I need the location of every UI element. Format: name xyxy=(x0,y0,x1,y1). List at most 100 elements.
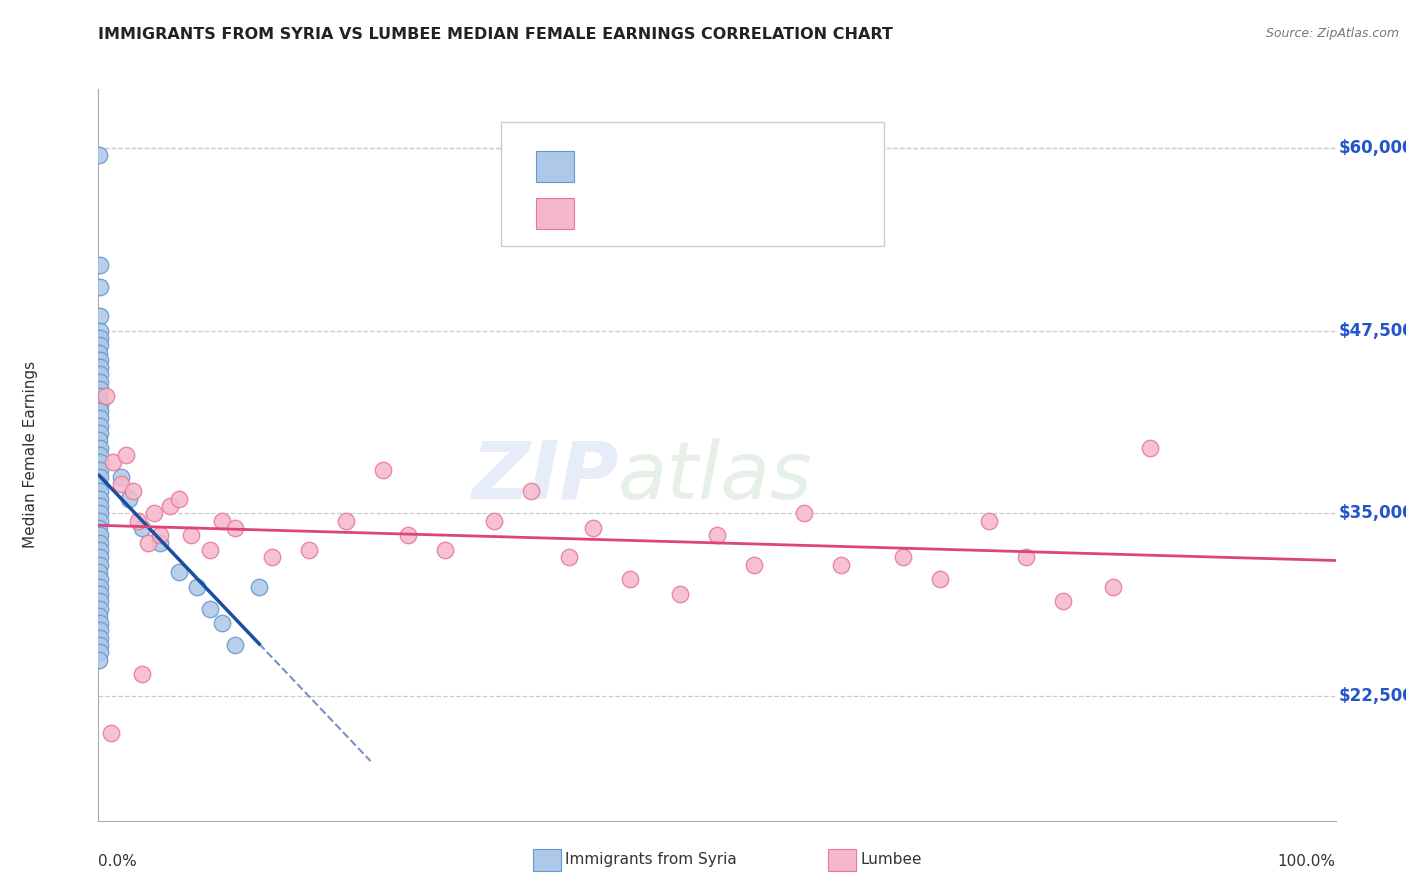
Point xyxy=(520,484,543,499)
Point xyxy=(89,608,111,623)
Text: R =   0.022   N = 40: R = 0.022 N = 40 xyxy=(591,204,773,222)
Point xyxy=(211,616,233,631)
Text: ZIP: ZIP xyxy=(471,438,619,516)
Point xyxy=(298,543,321,558)
Point xyxy=(89,580,111,594)
Point xyxy=(89,279,111,293)
Point xyxy=(89,389,111,403)
Point xyxy=(89,360,111,375)
Point xyxy=(247,580,270,594)
Point xyxy=(100,726,122,740)
Point xyxy=(89,535,111,549)
Point xyxy=(793,507,815,521)
Point xyxy=(89,594,111,608)
Point xyxy=(557,550,579,565)
Point xyxy=(89,309,111,323)
Point xyxy=(89,528,111,542)
Text: Immigrants from Syria: Immigrants from Syria xyxy=(565,853,737,867)
Point xyxy=(89,558,111,572)
Text: $47,500: $47,500 xyxy=(1339,322,1406,340)
Point xyxy=(1139,441,1161,455)
Point xyxy=(89,565,111,579)
Point xyxy=(110,477,132,491)
Point xyxy=(260,550,283,565)
Point xyxy=(122,484,145,499)
Point xyxy=(89,484,111,499)
Point xyxy=(89,499,111,513)
FancyBboxPatch shape xyxy=(537,152,574,182)
Point xyxy=(89,477,111,491)
Point xyxy=(89,543,111,558)
Point xyxy=(89,587,111,601)
Point xyxy=(89,375,111,389)
Point xyxy=(110,470,132,484)
Point xyxy=(1102,580,1125,594)
Point xyxy=(89,645,111,659)
Point xyxy=(127,514,149,528)
Point xyxy=(159,499,181,513)
Point xyxy=(94,389,117,403)
Point xyxy=(89,638,111,652)
Point xyxy=(1052,594,1074,608)
Text: Source: ZipAtlas.com: Source: ZipAtlas.com xyxy=(1265,27,1399,40)
Point xyxy=(619,572,641,586)
Point xyxy=(89,148,111,162)
Point xyxy=(224,638,246,652)
Point xyxy=(224,521,246,535)
FancyBboxPatch shape xyxy=(537,198,574,229)
Point xyxy=(1015,550,1038,565)
Point xyxy=(167,491,190,506)
Point xyxy=(89,616,111,631)
Point xyxy=(149,535,172,549)
Text: IMMIGRANTS FROM SYRIA VS LUMBEE MEDIAN FEMALE EARNINGS CORRELATION CHART: IMMIGRANTS FROM SYRIA VS LUMBEE MEDIAN F… xyxy=(98,27,893,42)
Point xyxy=(198,601,221,615)
Point xyxy=(742,558,765,572)
Point xyxy=(89,397,111,411)
Point xyxy=(89,521,111,535)
Point xyxy=(89,491,111,506)
Point xyxy=(830,558,852,572)
Point xyxy=(89,345,111,359)
Point xyxy=(928,572,950,586)
Point xyxy=(136,535,159,549)
Point xyxy=(198,543,221,558)
Point xyxy=(89,331,111,345)
Point xyxy=(706,528,728,542)
Point xyxy=(89,507,111,521)
Point xyxy=(396,528,419,542)
Point xyxy=(149,528,172,542)
Text: Median Female Earnings: Median Female Earnings xyxy=(22,361,38,549)
Point xyxy=(89,338,111,352)
Point xyxy=(89,601,111,615)
Point xyxy=(143,507,166,521)
Point xyxy=(979,514,1001,528)
Point xyxy=(118,491,141,506)
Point xyxy=(89,368,111,382)
Point xyxy=(89,470,111,484)
Point xyxy=(669,587,692,601)
Point xyxy=(89,258,111,272)
Text: 0.0%: 0.0% xyxy=(98,854,138,869)
Point xyxy=(891,550,914,565)
Point xyxy=(89,550,111,565)
Text: atlas: atlas xyxy=(619,438,813,516)
Point xyxy=(180,528,202,542)
Point xyxy=(89,425,111,440)
Point xyxy=(89,624,111,638)
Text: $22,500: $22,500 xyxy=(1339,688,1406,706)
Point xyxy=(433,543,456,558)
Point xyxy=(114,448,136,462)
Point xyxy=(89,514,111,528)
Point xyxy=(89,653,111,667)
Point xyxy=(89,434,111,448)
Point xyxy=(89,455,111,469)
Text: $60,000: $60,000 xyxy=(1339,139,1406,157)
Point xyxy=(167,565,190,579)
Point xyxy=(131,667,153,681)
Point xyxy=(89,382,111,396)
Point xyxy=(103,455,125,469)
Point xyxy=(186,580,208,594)
Point xyxy=(89,631,111,645)
Point xyxy=(131,521,153,535)
Text: Lumbee: Lumbee xyxy=(860,853,922,867)
